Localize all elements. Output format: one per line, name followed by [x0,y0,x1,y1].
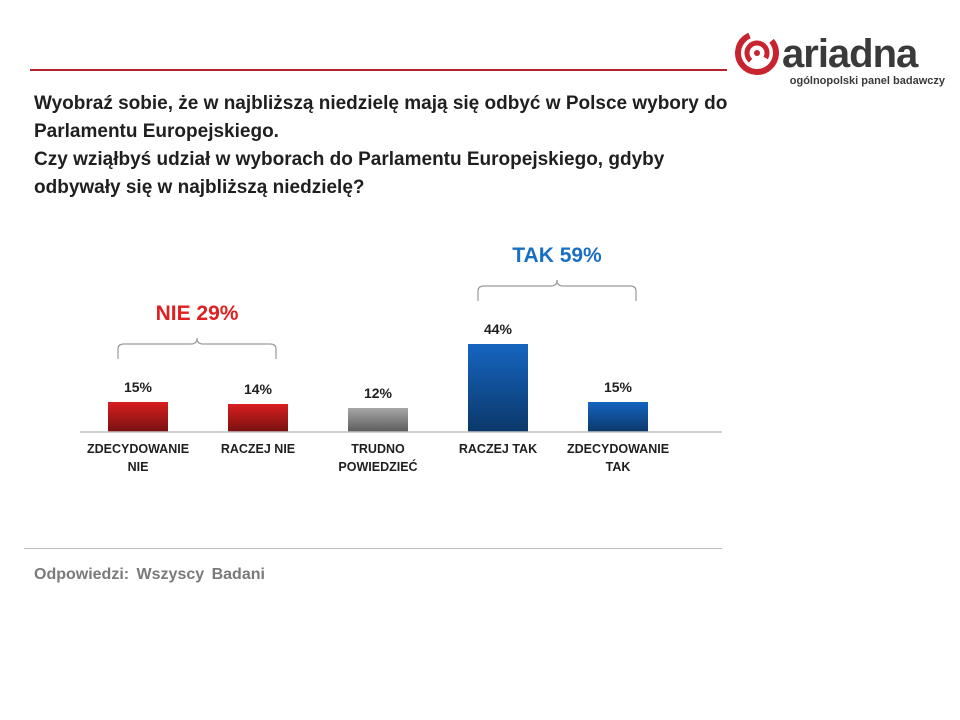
bar-value-label: 15% [604,379,633,395]
category-label: ZDECYDOWANIE TAK [567,442,669,474]
category-label: ZDECYDOWANIE NIE [87,442,189,474]
ariadna-spiral-icon [735,31,779,75]
question-line-2: Czy wziąłbyś udział w wyborach do Parlam… [34,149,665,198]
bar [228,404,288,432]
category-label: RACZEJ NIE [221,442,295,456]
survey-question: Wyobraź sobie, że w najbliższą niedzielę… [34,90,734,202]
ariadna-logo: ariadna ogólnopolski panel badawczy [734,30,949,90]
respondents-note: Odpowiedzi: Wszyscy Badani [34,566,265,583]
header-divider [30,69,727,71]
group-brace [477,279,637,301]
bar-value-label: 14% [244,381,273,397]
bar-value-label: 12% [364,385,393,401]
footer-divider [24,548,722,549]
logo-wordmark: ariadna [782,32,918,76]
category-label: TRUDNO POWIEDZIEĆ [338,442,417,474]
group-total-label: NIE 29% [156,302,239,325]
bar-value-label: 44% [484,321,513,337]
logo-tagline: ogólnopolski panel badawczy [789,75,945,87]
bar [108,402,168,432]
group-brace [117,337,277,359]
bar-value-label: 15% [124,379,153,395]
bar [588,402,648,432]
question-line-1: Wyobraź sobie, że w najbliższą niedzielę… [34,93,728,142]
category-label: RACZEJ TAK [459,442,537,456]
bar [468,344,528,432]
group-total-label: TAK 59% [512,244,602,267]
bar [348,408,408,432]
